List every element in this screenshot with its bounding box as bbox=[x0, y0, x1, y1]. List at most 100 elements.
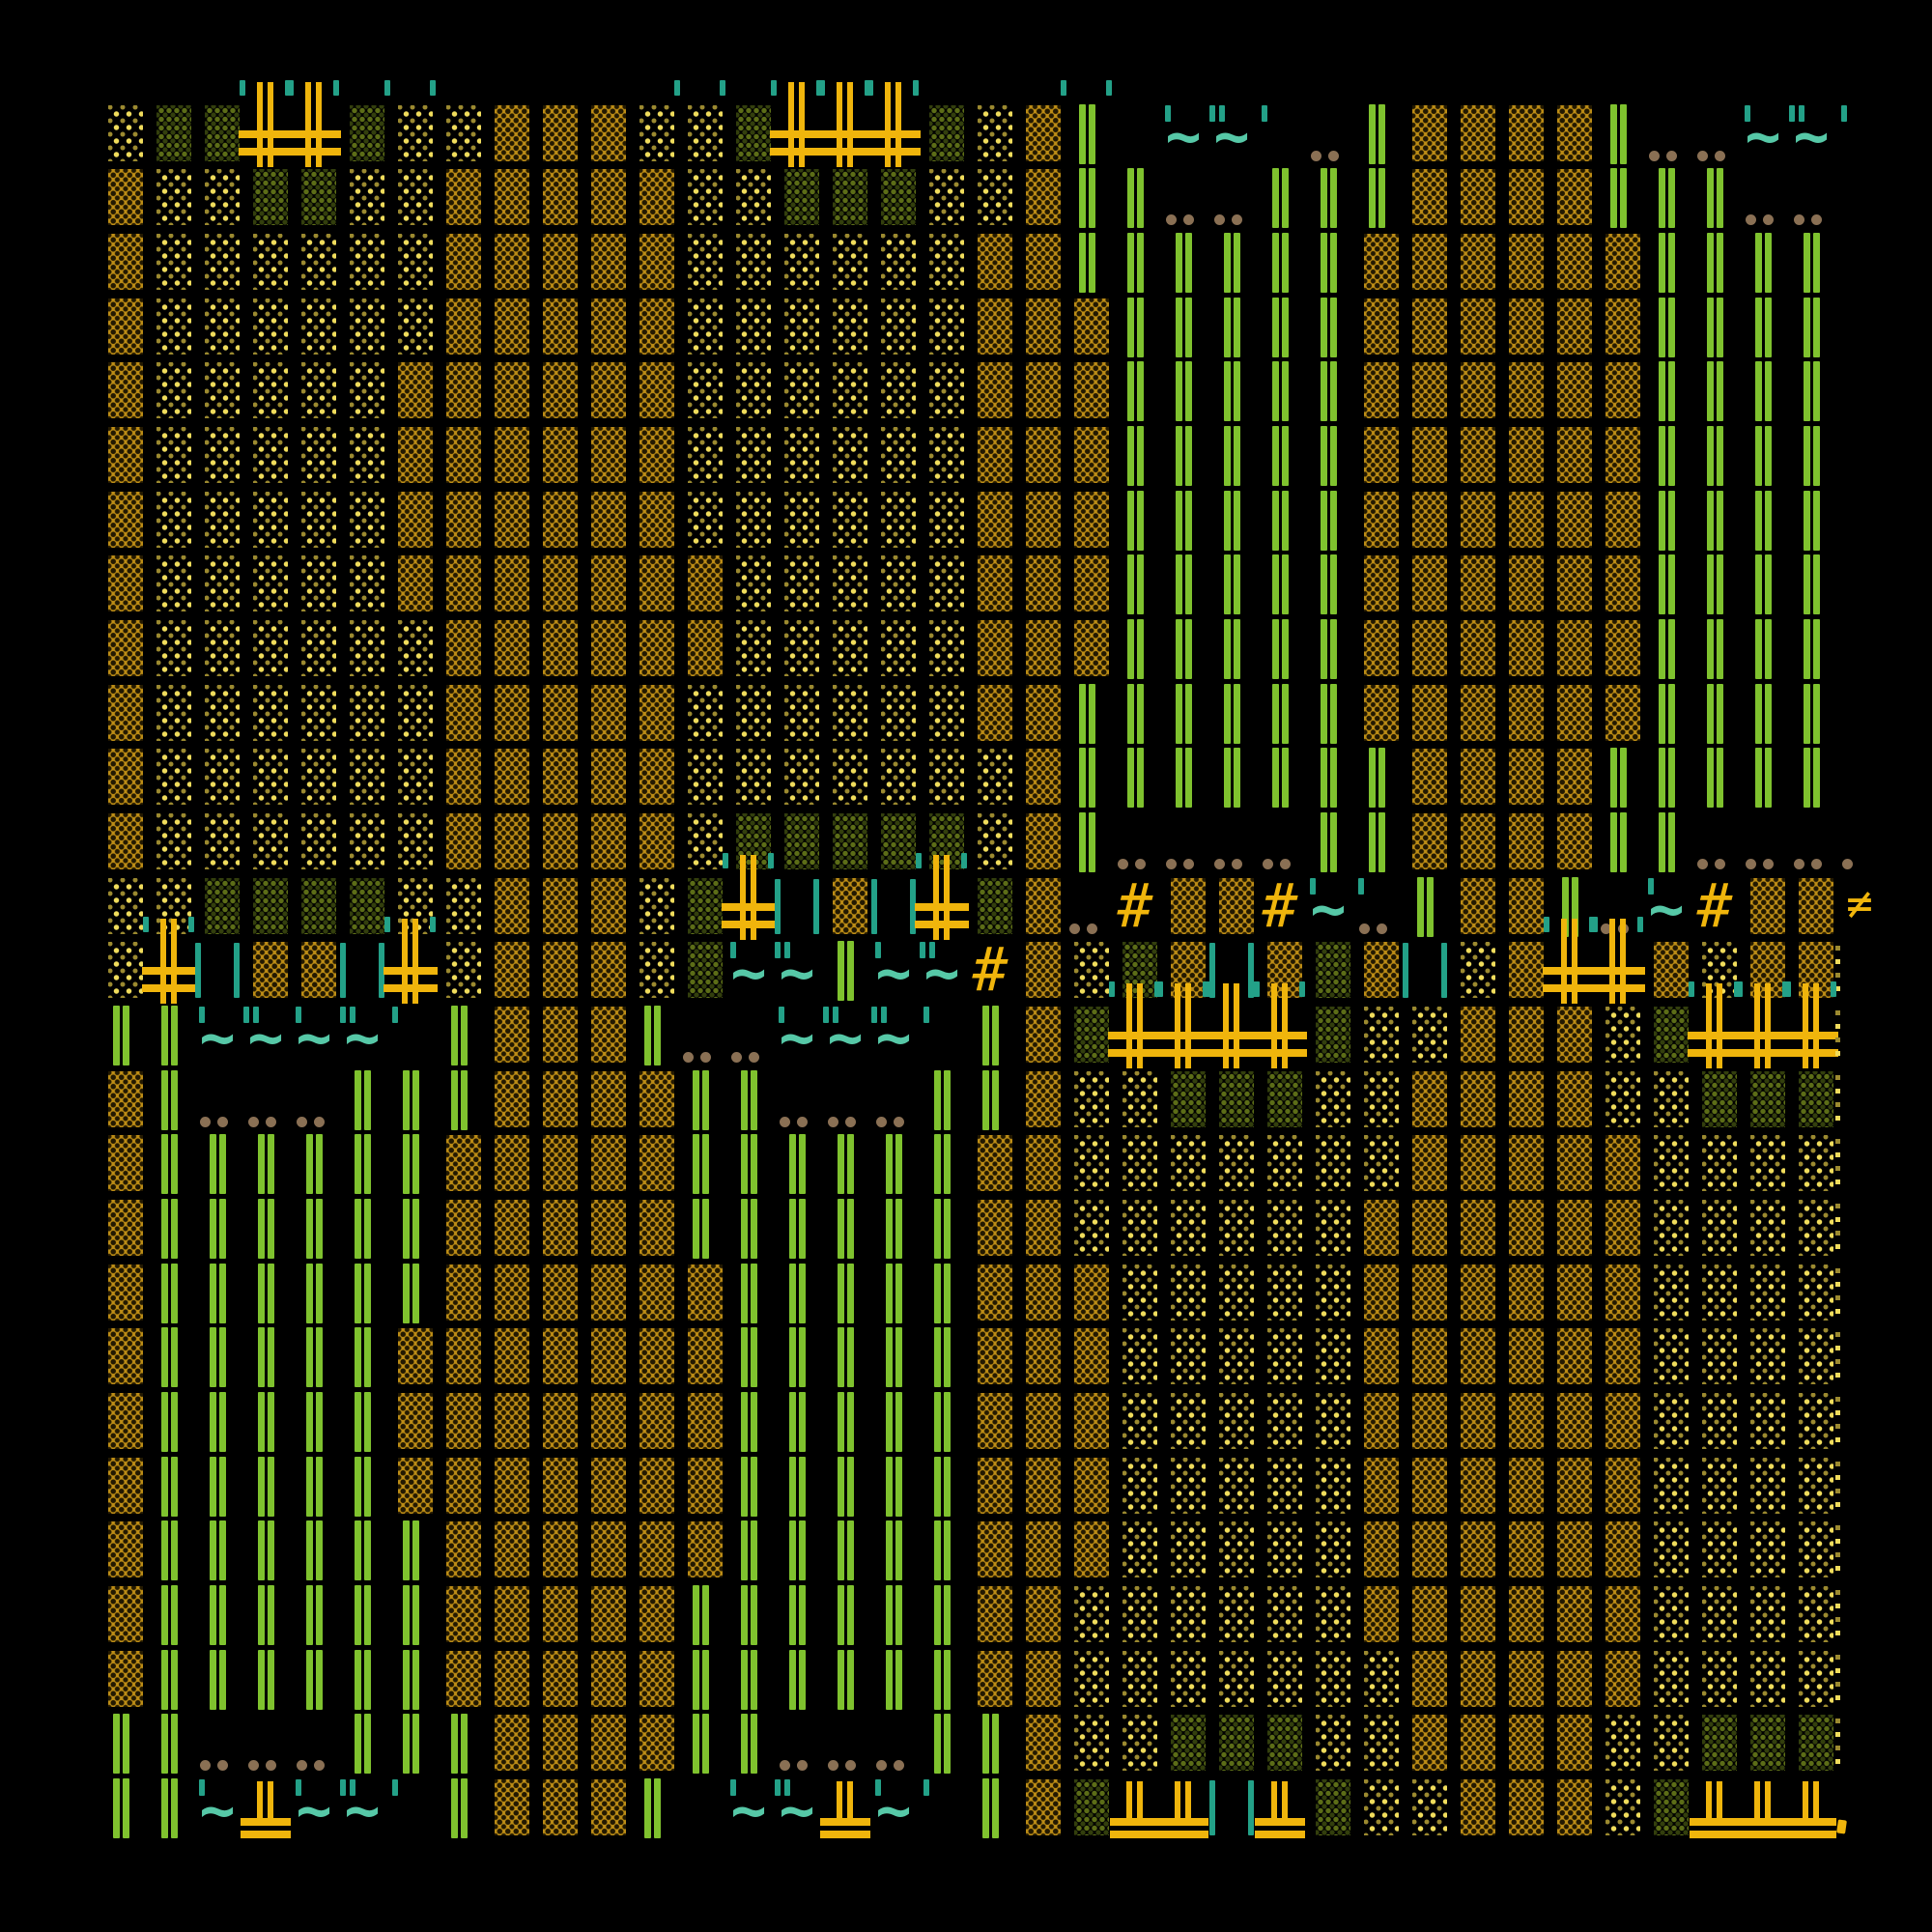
bar-right bbox=[1330, 297, 1337, 357]
bar-right bbox=[1089, 233, 1095, 293]
bar-right bbox=[847, 1649, 854, 1710]
quote-mark-left bbox=[775, 1779, 781, 1796]
sparse-yellow-dots-block bbox=[773, 427, 821, 485]
green-double-bars bbox=[1352, 748, 1401, 809]
amber-weave-texture bbox=[1557, 1007, 1592, 1063]
yellow-double-cross bbox=[1591, 917, 1645, 1005]
amber-weave-texture bbox=[1461, 1007, 1495, 1063]
teal-pillar-left bbox=[1209, 1780, 1215, 1835]
amber-weave-block bbox=[386, 1457, 435, 1516]
teal-apostrophe bbox=[918, 1007, 966, 1065]
bar-left bbox=[934, 1585, 941, 1645]
bar-left bbox=[1755, 619, 1762, 679]
sparse-dots-texture bbox=[301, 555, 336, 612]
cross-horizontal-lower bbox=[1688, 1049, 1742, 1057]
bar-right bbox=[1282, 426, 1289, 486]
dense-olive-dots-block bbox=[676, 877, 724, 936]
bar-right bbox=[1765, 361, 1772, 422]
sparse-block-with-teal-ticks bbox=[674, 79, 725, 163]
amber-weave-texture bbox=[1509, 1007, 1544, 1063]
bar-right bbox=[1234, 683, 1240, 744]
green-double-bars bbox=[1063, 168, 1111, 229]
sparse-dots-texture bbox=[1364, 1070, 1399, 1127]
sparse-dots-texture bbox=[205, 749, 240, 806]
bar-right bbox=[1185, 683, 1192, 744]
green-double-bars bbox=[1642, 554, 1690, 615]
amber-weave-texture bbox=[543, 1135, 578, 1192]
amber-weave-texture bbox=[1509, 491, 1544, 548]
sparse-dots-texture bbox=[929, 169, 964, 226]
yellow-not-equal: ≠ bbox=[1835, 878, 1884, 936]
sparse-dots-texture bbox=[446, 104, 481, 161]
amber-weave-block bbox=[1594, 1650, 1642, 1709]
amber-weave-block bbox=[1449, 1715, 1497, 1773]
green-double-bars bbox=[1111, 297, 1159, 357]
amber-weave-block bbox=[97, 813, 145, 871]
amber-weave-block bbox=[1449, 1650, 1497, 1709]
bar-left bbox=[1804, 490, 1810, 551]
cross-vertical-right bbox=[1234, 983, 1239, 1068]
sparse-dots-texture bbox=[881, 555, 916, 612]
teal-wave-quote-tilde: ~ bbox=[821, 1007, 869, 1067]
dense-olive-dots-block bbox=[1063, 1779, 1111, 1837]
sparse-dots-texture bbox=[1364, 1715, 1399, 1772]
bar-right bbox=[1234, 361, 1240, 422]
bar-left bbox=[886, 1585, 893, 1645]
sparse-dots-texture bbox=[253, 813, 288, 869]
sparse-yellow-dots-block bbox=[773, 555, 821, 613]
bar-right bbox=[171, 1327, 178, 1388]
amber-weave-texture bbox=[1557, 169, 1592, 226]
green-double-bars bbox=[1208, 490, 1256, 551]
amber-weave-texture bbox=[639, 169, 674, 226]
sparse-yellow-dots-block bbox=[773, 491, 821, 550]
dot-right bbox=[797, 1760, 808, 1772]
bar-left bbox=[1176, 554, 1182, 615]
dot-right bbox=[1811, 859, 1822, 869]
amber-weave-texture bbox=[639, 1457, 674, 1514]
olive-dots-texture bbox=[1316, 1007, 1350, 1063]
dense-olive-dots-block bbox=[1787, 1715, 1835, 1773]
wave-tilde: ~ bbox=[875, 1775, 912, 1845]
sparse-dots-texture bbox=[301, 813, 336, 869]
amber-weave-texture bbox=[495, 1715, 529, 1772]
teal-tick-left bbox=[240, 79, 245, 96]
amber-weave-block bbox=[628, 1328, 676, 1386]
amber-weave-texture bbox=[1461, 1779, 1495, 1835]
sparse-dots-texture bbox=[688, 298, 723, 355]
edge-dot bbox=[1835, 959, 1840, 965]
edge-dot bbox=[1835, 1346, 1840, 1351]
green-double-bars bbox=[1208, 233, 1256, 293]
bar-left bbox=[1369, 103, 1376, 164]
cross-vertical-right bbox=[1185, 1781, 1191, 1822]
amber-weave-texture bbox=[495, 942, 529, 999]
sparse-yellow-dots-block bbox=[918, 491, 966, 550]
amber-weave-block bbox=[97, 1200, 145, 1258]
amber-weave-texture bbox=[543, 942, 578, 999]
sparse-dots-texture bbox=[1122, 1393, 1157, 1449]
bar-left bbox=[1127, 619, 1134, 679]
sparse-yellow-dots-block bbox=[1304, 1393, 1352, 1451]
bar-left bbox=[934, 1456, 941, 1517]
cross-vertical-right bbox=[1572, 919, 1577, 1005]
olive-dots-texture bbox=[1074, 1007, 1109, 1063]
cross-vertical-right bbox=[751, 854, 756, 940]
bar-left bbox=[403, 1649, 410, 1710]
amber-weave-texture bbox=[1026, 234, 1061, 290]
amber-weave-block bbox=[580, 1650, 628, 1709]
amber-weave-block bbox=[1497, 684, 1546, 743]
amber-weave-texture bbox=[108, 1264, 143, 1321]
sparse-yellow-dots-block bbox=[966, 169, 1014, 227]
sparse-dots-texture bbox=[1799, 1200, 1833, 1256]
amber-weave-block bbox=[435, 1264, 483, 1322]
sparse-yellow-dots-block bbox=[1159, 1328, 1208, 1386]
bar-right bbox=[1330, 748, 1337, 809]
amber-weave-texture bbox=[591, 1715, 626, 1772]
sparse-yellow-dots-block bbox=[1063, 942, 1111, 1000]
green-double-bars bbox=[1546, 876, 1594, 937]
yellow-double-cross bbox=[818, 79, 872, 167]
amber-weave-block bbox=[1449, 427, 1497, 485]
green-double-bars bbox=[1594, 103, 1642, 164]
sparse-dots-texture bbox=[350, 749, 384, 806]
amber-weave-texture bbox=[543, 169, 578, 226]
amber-weave-texture bbox=[591, 1200, 626, 1256]
